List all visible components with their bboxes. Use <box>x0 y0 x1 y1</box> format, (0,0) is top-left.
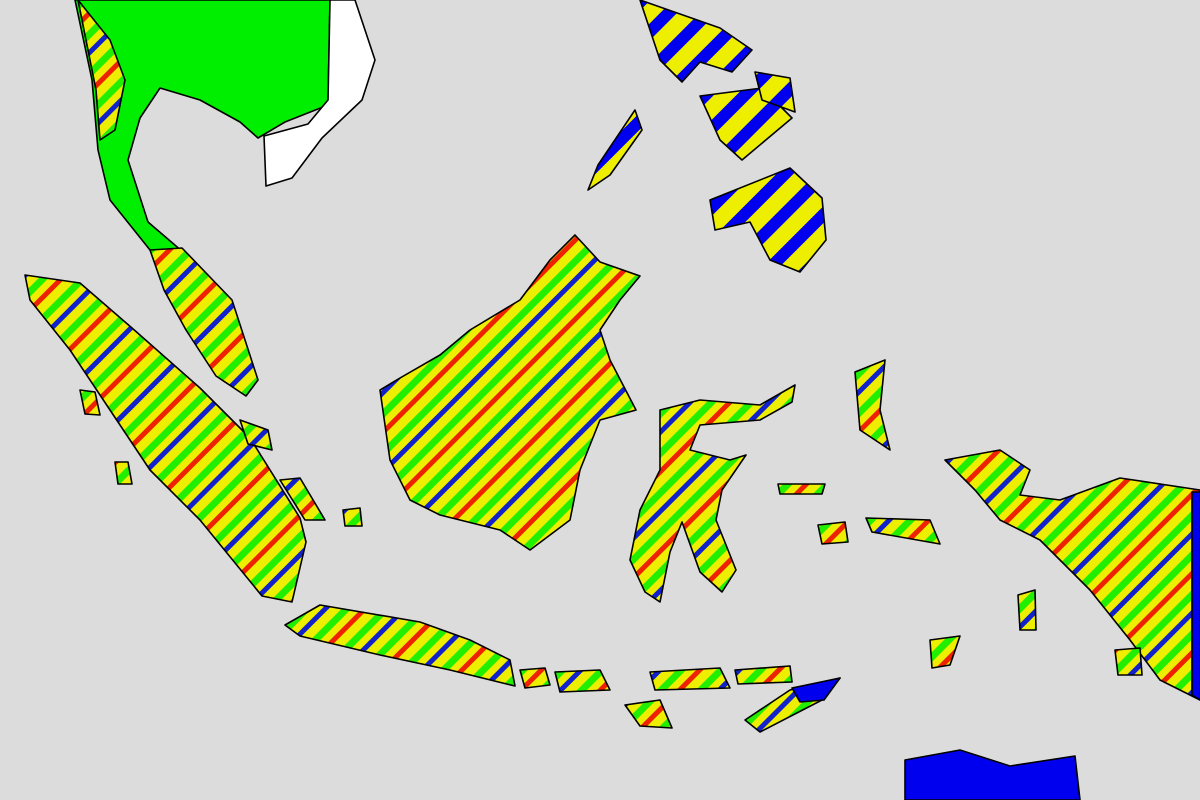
region-striped-island[interactable] <box>649 667 731 691</box>
region-striped-mainland-west[interactable] <box>77 0 126 141</box>
region-two-stripe-palawan[interactable] <box>587 109 643 191</box>
region-striped-island[interactable] <box>817 521 849 545</box>
region-two-stripe-island[interactable] <box>754 71 796 113</box>
region-striped-island[interactable] <box>554 669 611 693</box>
region-striped-island[interactable] <box>342 507 363 527</box>
region-solid-green-mainland[interactable] <box>74 0 331 271</box>
region-striped-new-guinea[interactable] <box>944 449 1200 701</box>
region-striped-island[interactable] <box>854 359 891 451</box>
region-striped-island[interactable] <box>1114 647 1143 676</box>
region-striped-island[interactable] <box>734 665 793 685</box>
region-striped-island[interactable] <box>865 517 941 545</box>
region-two-stripe-mindanao[interactable] <box>709 167 827 273</box>
region-blue-new-guinea-east[interactable] <box>1191 491 1200 701</box>
region-striped-java[interactable] <box>284 604 516 687</box>
region-striped-sulawesi[interactable] <box>629 384 796 603</box>
region-white[interactable] <box>263 0 376 187</box>
region-striped-sumatra[interactable] <box>24 274 307 603</box>
region-striped-island[interactable] <box>239 419 273 451</box>
region-two-stripe-visayas[interactable] <box>699 87 793 161</box>
region-two-stripe-luzon[interactable] <box>639 0 753 83</box>
region-striped-island[interactable] <box>114 461 133 485</box>
region-striped-island[interactable] <box>929 635 961 669</box>
region-striped-island[interactable] <box>519 667 551 689</box>
region-striped-island[interactable] <box>279 477 326 521</box>
region-striped-peninsula[interactable] <box>149 247 259 397</box>
region-blue-australia[interactable] <box>904 749 1081 800</box>
region-striped-island[interactable] <box>79 389 101 416</box>
region-striped-island[interactable] <box>1017 589 1037 631</box>
region-striped-island[interactable] <box>624 699 673 729</box>
region-blue-island[interactable] <box>791 677 841 703</box>
region-striped-island[interactable] <box>777 483 826 495</box>
region-striped-borneo[interactable] <box>379 234 641 551</box>
